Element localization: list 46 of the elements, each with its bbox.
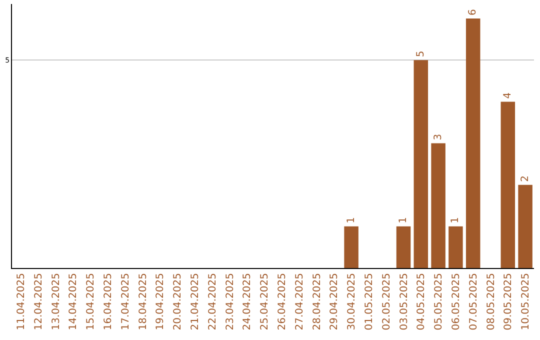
x-tick-label: 10.05.2025 xyxy=(520,273,532,330)
data-label: 6 xyxy=(468,9,479,16)
x-tick-label: 05.05.2025 xyxy=(434,273,445,330)
data-label: 2 xyxy=(520,175,531,182)
x-tick-label: 11.04.2025 xyxy=(16,273,27,330)
x-tick-label: 09.05.2025 xyxy=(503,273,514,330)
x-tick-label: 26.04.2025 xyxy=(276,273,288,330)
x-tick-label: 03.05.2025 xyxy=(398,273,410,330)
x-tick-label: 30.04.2025 xyxy=(346,273,358,330)
x-tick-label: 06.05.2025 xyxy=(450,273,462,330)
x-tick-label: 21.04.2025 xyxy=(190,273,201,330)
x-tick-label: 24.04.2025 xyxy=(242,273,254,330)
x-tick-label: 25.04.2025 xyxy=(260,273,271,330)
bar xyxy=(518,184,532,268)
x-tick-label: 17.04.2025 xyxy=(120,273,132,330)
x-tick-label: 29.04.2025 xyxy=(329,273,340,330)
x-tick-label: 16.04.2025 xyxy=(102,273,114,330)
bar xyxy=(448,226,463,268)
bar xyxy=(344,226,358,268)
x-tick-label: 22.04.2025 xyxy=(207,273,218,330)
data-label: 5 xyxy=(415,50,426,58)
x-tick-label: 20.04.2025 xyxy=(172,273,184,330)
x-tick-label: 13.04.2025 xyxy=(50,273,62,330)
x-tick-label: 28.04.2025 xyxy=(312,273,323,330)
bar xyxy=(500,102,516,268)
x-tick-label: 01.05.2025 xyxy=(364,273,375,330)
bar xyxy=(466,18,480,268)
x-tick-label: 08.05.2025 xyxy=(486,273,497,330)
x-tick-label: 23.04.2025 xyxy=(224,273,236,330)
x-tick-label: 04.05.2025 xyxy=(416,273,428,330)
x-tick-label: 02.05.2025 xyxy=(381,273,392,330)
data-label: 4 xyxy=(502,92,514,99)
x-tick-label: 12.04.2025 xyxy=(33,273,44,330)
bar xyxy=(414,60,428,268)
data-label: 3 xyxy=(432,134,444,140)
data-label: 1 xyxy=(450,217,462,224)
x-tick-label: 14.04.2025 xyxy=(68,273,80,330)
bar xyxy=(396,226,411,268)
x-tick-label: 27.04.2025 xyxy=(294,273,306,330)
x-tick-label: 19.04.2025 xyxy=(155,273,166,330)
x-tick-label: 18.04.2025 xyxy=(138,273,149,330)
x-tick-label: 07.05.2025 xyxy=(468,273,480,330)
x-tick-label: 15.04.2025 xyxy=(86,273,97,330)
data-label: 1 xyxy=(346,217,357,224)
data-label: 1 xyxy=(398,217,409,224)
bar xyxy=(431,143,446,268)
